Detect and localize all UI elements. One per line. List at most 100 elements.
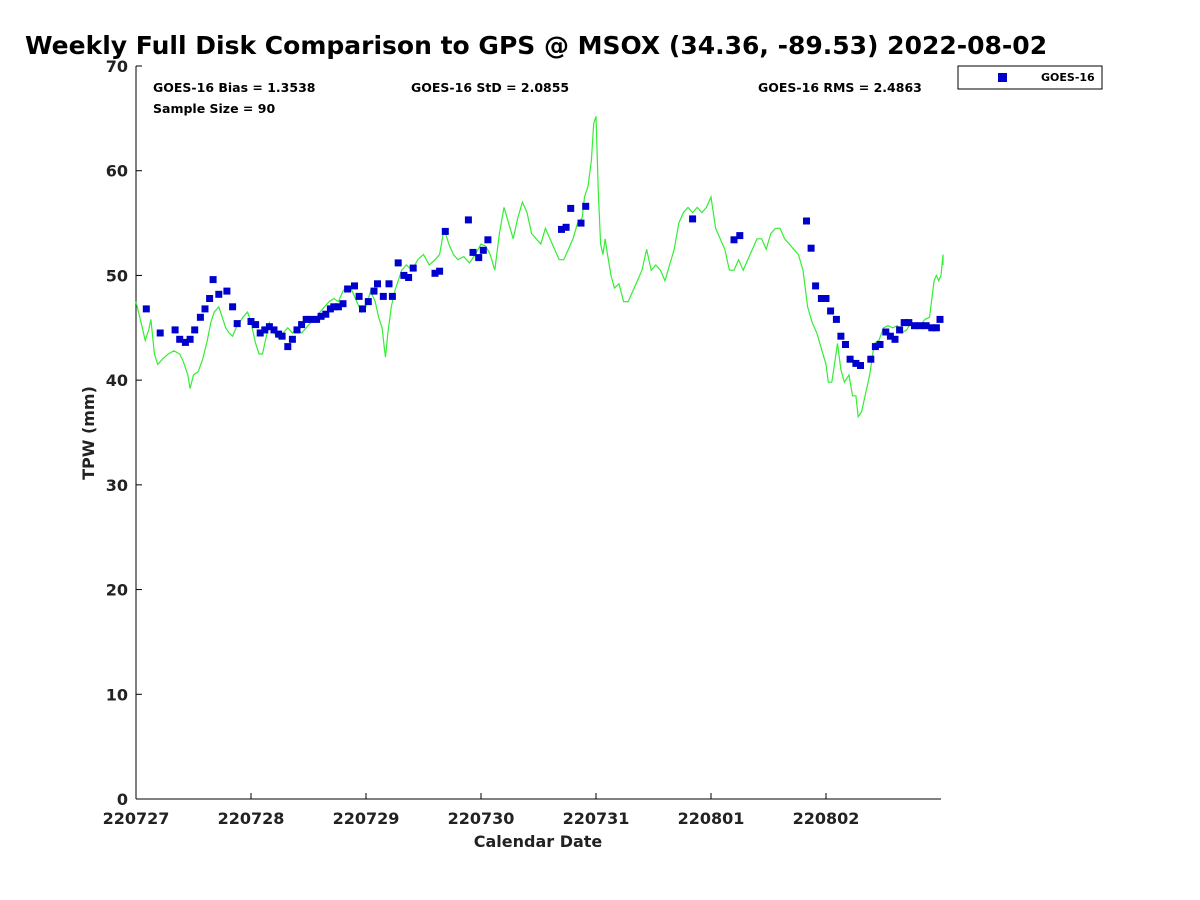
goes16-point (822, 295, 830, 302)
goes16-point (256, 329, 264, 337)
goes16-point (730, 236, 738, 244)
goes16-point (317, 312, 325, 320)
goes16-point (562, 223, 570, 231)
plot-background (136, 66, 941, 799)
x-tick-label: 220728 (218, 809, 285, 828)
goes16-point (905, 319, 913, 327)
goes16-point (252, 321, 260, 329)
goes16-point (322, 310, 330, 318)
y-tick-label: 70 (106, 57, 128, 76)
goes16-point (431, 269, 439, 277)
goes16-point (469, 248, 477, 256)
goes16-point (206, 295, 214, 302)
y-tick-label: 10 (106, 685, 128, 704)
gps-reference-line (135, 116, 944, 419)
goes16-point (334, 303, 342, 311)
plot-area (135, 66, 941, 800)
x-tick-label: 220802 (793, 809, 860, 828)
goes16-point (223, 287, 231, 295)
goes16-point (388, 292, 396, 300)
goes16-point (896, 326, 904, 334)
goes16-point (209, 276, 217, 284)
goes16-point (171, 326, 179, 334)
goes16-point (812, 282, 820, 290)
x-tick-label: 220729 (333, 809, 400, 828)
goes16-point (385, 280, 393, 288)
goes16-point (201, 305, 209, 313)
goes16-point (284, 343, 292, 351)
goes16-point (344, 285, 352, 293)
y-tick-label: 50 (106, 266, 128, 285)
goes16-point (567, 204, 575, 212)
goes16-point (233, 320, 241, 328)
goes16-point (871, 343, 879, 351)
goes16-point (293, 326, 301, 334)
y-axis-ticks: 0 10 20 30 40 50 60 70 (106, 57, 142, 809)
goes16-point (247, 318, 255, 325)
goes16-point (370, 287, 378, 295)
goes16-point (484, 236, 492, 244)
x-tick-label: 220727 (103, 809, 170, 828)
goes16-point (351, 282, 358, 290)
goes16-point (922, 322, 930, 330)
goes16-point (379, 292, 387, 300)
x-tick-label: 220801 (678, 809, 745, 828)
legend-marker-goes16 (998, 73, 1007, 82)
goes16-point (229, 303, 237, 311)
goes16-point (911, 322, 918, 330)
goes16-point (400, 271, 408, 279)
goes16-point (932, 324, 940, 332)
y-tick-label: 20 (106, 581, 128, 600)
goes16-point (265, 323, 273, 331)
goes16-point (867, 355, 875, 363)
goes16-point (558, 225, 565, 233)
goes16-point (196, 313, 204, 321)
goes16-point (441, 227, 449, 235)
y-tick-label: 60 (106, 162, 128, 181)
goes16-point (479, 246, 487, 254)
goes16-point (330, 303, 338, 311)
goes16-point (355, 292, 363, 300)
goes16-point (261, 326, 269, 334)
goes16-point (886, 332, 894, 340)
goes16-point (689, 215, 697, 223)
goes16-point (837, 332, 845, 340)
goes16-point (582, 202, 590, 210)
goes16-point (288, 335, 296, 343)
goes16-point (928, 324, 936, 332)
goes16-point (936, 315, 944, 323)
goes16-point (827, 307, 835, 315)
std-stat: GOES-16 StD = 2.0855 (411, 80, 569, 95)
chart-title: Weekly Full Disk Comparison to GPS @ MSO… (25, 31, 1047, 60)
goes16-point (394, 259, 402, 267)
goes16-point (409, 264, 417, 272)
goes16-point (374, 280, 381, 288)
goes16-point (876, 341, 884, 348)
goes16-point (191, 326, 199, 334)
goes16-point (307, 315, 315, 323)
goes16-point (176, 335, 184, 343)
x-tick-label: 220730 (448, 809, 515, 828)
goes16-point (405, 274, 413, 281)
goes16-point (842, 341, 849, 348)
goes16-point (359, 305, 366, 313)
x-tick-label: 220731 (563, 809, 630, 828)
goes16-point (142, 305, 150, 313)
goes16-point (852, 359, 860, 367)
legend-label-goes16: GOES-16 (1041, 71, 1095, 84)
goes16-point (464, 216, 472, 224)
goes16-point (891, 335, 899, 343)
goes16-point (186, 335, 194, 343)
x-axis-label: Calendar Date (474, 832, 603, 851)
y-tick-label: 40 (106, 371, 128, 390)
goes16-point (339, 300, 347, 308)
goes16-point (916, 322, 924, 330)
goes16-point (832, 315, 840, 323)
goes16-point (181, 338, 189, 346)
goes16-point (436, 267, 444, 275)
goes16-point (270, 326, 278, 334)
goes16-point (857, 362, 864, 369)
goes16-point (215, 290, 223, 298)
goes16-point (364, 298, 372, 306)
legend-box (957, 65, 1103, 90)
